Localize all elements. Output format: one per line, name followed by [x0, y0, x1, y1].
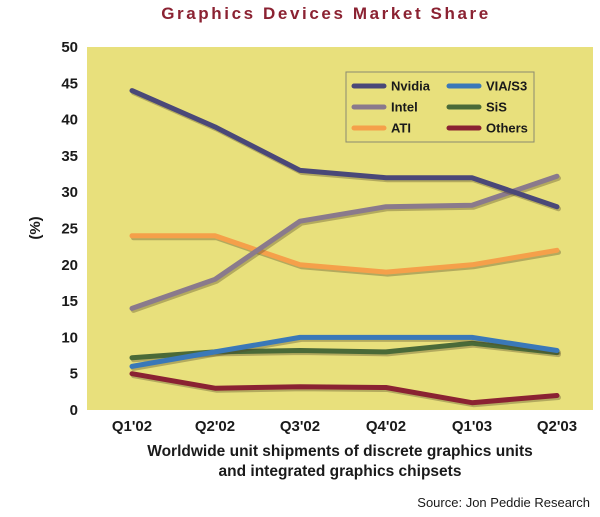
y-tick-label: 40 [61, 112, 78, 129]
y-tick-label: 20 [61, 257, 78, 274]
y-axis-ticks: 0 5 10 15 20 25 30 35 40 45 50 [61, 39, 78, 419]
series-line-intel [129, 173, 560, 311]
y-tick-label: 5 [70, 366, 78, 383]
y-tick-label: 30 [61, 184, 78, 201]
y-tick-label: 0 [70, 402, 78, 419]
series-line-others [129, 371, 560, 406]
y-tick-label: 25 [61, 221, 78, 238]
y-tick-label: 10 [61, 329, 78, 346]
x-tick-label: Q2'03 [537, 418, 577, 435]
x-tick-label: Q3'02 [280, 418, 320, 435]
x-tick-label: Q1'03 [452, 418, 492, 435]
series-line-nvidia [129, 88, 560, 210]
legend-label: VIA/S3 [486, 79, 527, 94]
series-line-ati [129, 233, 560, 275]
x-tick-label: Q2'02 [195, 418, 235, 435]
y-tick-label: 45 [61, 75, 78, 92]
x-axis-label-line-1: Worldwide unit shipments of discrete gra… [147, 443, 533, 460]
x-axis-label-line-2: and integrated graphics chipsets [219, 463, 462, 480]
legend-label: ATI [391, 121, 411, 136]
x-tick-label: Q4'02 [366, 418, 406, 435]
legend: Nvidia VIA/S3 Intel SiS ATI Others [345, 71, 535, 143]
y-axis-label: (%) [27, 216, 44, 239]
y-tick-label: 35 [61, 148, 78, 165]
legend-label: Intel [391, 100, 418, 115]
legend-label: Others [486, 121, 528, 136]
y-tick-label: 50 [61, 39, 78, 56]
source-note: Source: Jon Peddie Research [417, 495, 590, 510]
chart-title: Graphics Devices Market Share [161, 4, 491, 23]
legend-label: SiS [486, 100, 507, 115]
y-tick-label: 15 [61, 293, 78, 310]
legend-label: Nvidia [391, 79, 431, 94]
x-axis-ticks: Q1'02 Q2'02 Q3'02 Q4'02 Q1'03 Q2'03 [112, 418, 577, 435]
series-lines [129, 88, 561, 408]
series-line-via-s3 [129, 334, 560, 369]
x-tick-label: Q1'02 [112, 418, 152, 435]
